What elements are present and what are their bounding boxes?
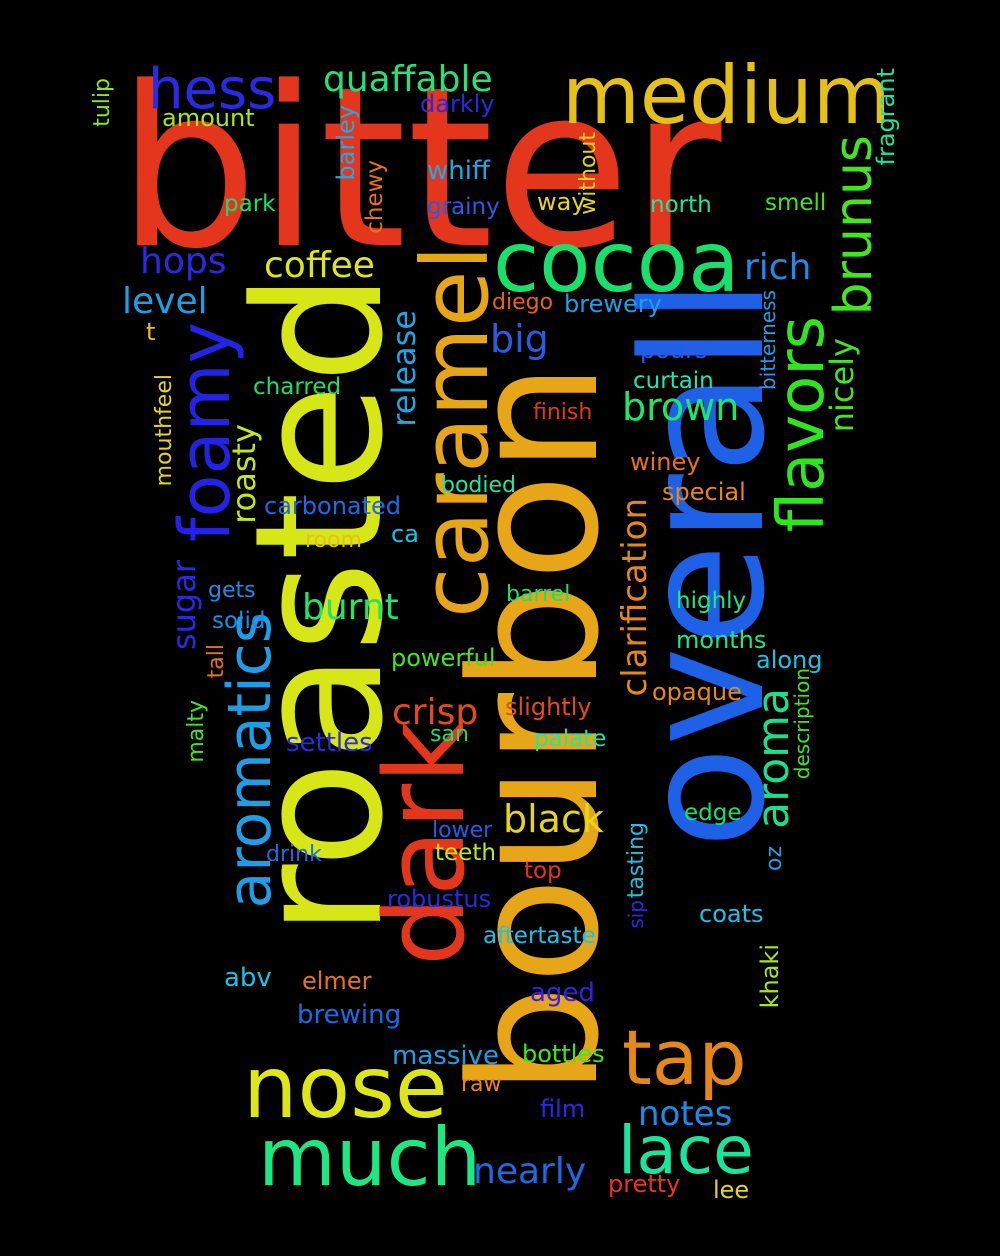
- word-park: park: [224, 191, 276, 217]
- word-medium: medium: [562, 49, 891, 142]
- word-carbonated: carbonated: [264, 492, 402, 520]
- word-amount: amount: [162, 104, 255, 132]
- word-massive: massive: [392, 1041, 499, 1071]
- word-roasty: roasty: [225, 424, 263, 524]
- word-opaque: opaque: [652, 678, 742, 706]
- word-nearly: nearly: [473, 1151, 587, 1192]
- word-aftertaste: aftertaste: [483, 923, 596, 949]
- word-coats: coats: [699, 900, 764, 928]
- word-rich: rich: [744, 247, 812, 288]
- word-drink: drink: [266, 842, 322, 867]
- word-smell: smell: [765, 190, 827, 216]
- word-grainy: grainy: [427, 194, 500, 220]
- word-tap: tap: [622, 1013, 747, 1102]
- word-san: san: [430, 722, 469, 747]
- word-release: release: [385, 310, 423, 427]
- word-mouthfeel: mouthfeel: [152, 374, 177, 487]
- word-sugar: sugar: [165, 560, 203, 651]
- word-chewy: chewy: [362, 160, 388, 234]
- word-bitterness: bitterness: [756, 290, 780, 390]
- word-caramel: caramel: [402, 245, 509, 618]
- word-oz: oz: [762, 846, 787, 872]
- word-fragrant: fragrant: [872, 68, 900, 166]
- word-charred: charred: [253, 374, 342, 400]
- word-brewing: brewing: [297, 1000, 402, 1030]
- word-brewery: brewery: [564, 290, 662, 318]
- word-nicely: nicely: [823, 338, 861, 433]
- word-curtain: curtain: [633, 368, 714, 394]
- word-powerful: powerful: [391, 644, 496, 672]
- word-burnt: burnt: [302, 587, 399, 628]
- word-aged: aged: [530, 978, 595, 1008]
- word-black: black: [503, 797, 604, 841]
- word-ca: ca: [391, 520, 419, 548]
- word-highly: highly: [676, 588, 747, 614]
- word-lee: lee: [713, 1176, 750, 1204]
- word-north: north: [650, 192, 712, 218]
- word-quaffable: quaffable: [323, 59, 493, 100]
- word-diego: diego: [492, 290, 554, 315]
- word-palate: palate: [534, 726, 607, 752]
- word-edge: edge: [684, 800, 742, 826]
- word-abv: abv: [224, 963, 272, 993]
- word-winey: winey: [630, 448, 701, 476]
- word-cocoa: cocoa: [493, 213, 740, 311]
- word-along: along: [756, 646, 823, 674]
- word-barrel: barrel: [506, 582, 571, 607]
- word-gets: gets: [208, 578, 256, 603]
- word-tulip: tulip: [90, 78, 115, 127]
- word-special: special: [662, 478, 746, 506]
- word-months: months: [676, 626, 767, 654]
- word-way: way: [537, 188, 586, 216]
- word-pretty: pretty: [608, 1170, 681, 1198]
- word-settles: settles: [286, 728, 373, 758]
- word-tasting: tasting: [624, 822, 649, 899]
- word-bitter: bitter: [117, 40, 722, 298]
- word-raw: raw: [461, 1072, 502, 1097]
- word-solid: solid: [212, 608, 266, 634]
- word-notes: notes: [638, 1094, 733, 1134]
- word-bodied: bodied: [441, 473, 517, 498]
- word-barley: barley: [332, 105, 360, 181]
- word-darkly: darkly: [420, 90, 495, 118]
- word-without: without: [576, 132, 601, 215]
- word-malty: malty: [184, 700, 209, 763]
- word-clarification: clarification: [615, 498, 655, 697]
- word-much: much: [258, 1111, 482, 1204]
- word-big: big: [490, 317, 549, 361]
- word-brown: brown: [622, 385, 740, 429]
- word-room: room: [305, 528, 362, 553]
- word-pours: pours: [640, 336, 708, 364]
- word-coffee: coffee: [264, 245, 375, 286]
- word-level: level: [122, 281, 208, 322]
- word-lace: lace: [618, 1112, 754, 1189]
- word-whiff: whiff: [427, 156, 490, 186]
- word-finish: finish: [533, 400, 593, 425]
- word-lower: lower: [432, 818, 493, 843]
- word-top: top: [524, 858, 562, 884]
- word-crisp: crisp: [392, 692, 479, 733]
- word-hops: hops: [140, 241, 227, 282]
- word-bottles: bottles: [522, 1040, 605, 1068]
- word-robustus: robustus: [387, 885, 492, 913]
- word-tall: tall: [204, 644, 229, 679]
- word-description: description: [790, 668, 814, 780]
- word-nose: nose: [243, 1038, 448, 1138]
- word-teeth: teeth: [435, 840, 496, 866]
- word-khaki: khaki: [756, 944, 784, 1009]
- word-sip: sip: [624, 900, 648, 929]
- word-t: t: [146, 318, 156, 346]
- word-film: film: [540, 1095, 586, 1123]
- word-hess: hess: [148, 57, 277, 122]
- word-slightly: slightly: [505, 693, 592, 721]
- word-elmer: elmer: [302, 967, 372, 995]
